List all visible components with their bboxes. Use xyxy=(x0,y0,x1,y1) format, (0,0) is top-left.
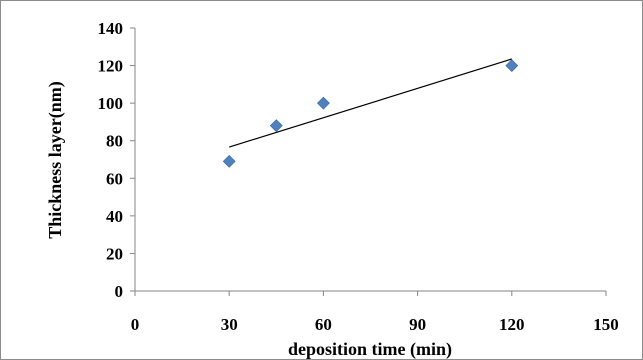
data-point xyxy=(269,119,283,133)
y-tick-label: 80 xyxy=(106,132,123,151)
x-tick-label: 150 xyxy=(593,315,619,334)
x-axis-ticks: 0 30 60 90 120 150 xyxy=(131,291,619,334)
x-tick-label: 90 xyxy=(409,315,426,334)
y-tick-label: 120 xyxy=(98,57,124,76)
x-tick-label: 60 xyxy=(315,315,332,334)
x-tick-label: 30 xyxy=(221,315,238,334)
y-tick-label: 100 xyxy=(98,94,124,113)
data-points xyxy=(222,59,519,168)
data-point xyxy=(316,96,330,110)
x-tick-label: 0 xyxy=(131,315,140,334)
y-tick-label: 0 xyxy=(115,282,124,301)
y-axis-ticks: 0 20 40 60 80 100 120 140 xyxy=(98,19,135,301)
y-tick-label: 20 xyxy=(106,244,123,263)
x-tick-label: 120 xyxy=(499,315,525,334)
data-point xyxy=(222,154,236,168)
y-tick-label: 60 xyxy=(106,169,123,188)
trendline-group xyxy=(229,58,512,148)
y-axis-title: Thickness layer(nm) xyxy=(45,81,66,239)
y-tick-label: 40 xyxy=(106,207,123,226)
y-tick-label: 140 xyxy=(98,19,124,38)
data-point xyxy=(505,59,519,72)
trendline xyxy=(229,58,512,148)
x-axis-title: deposition time (min) xyxy=(288,339,452,360)
